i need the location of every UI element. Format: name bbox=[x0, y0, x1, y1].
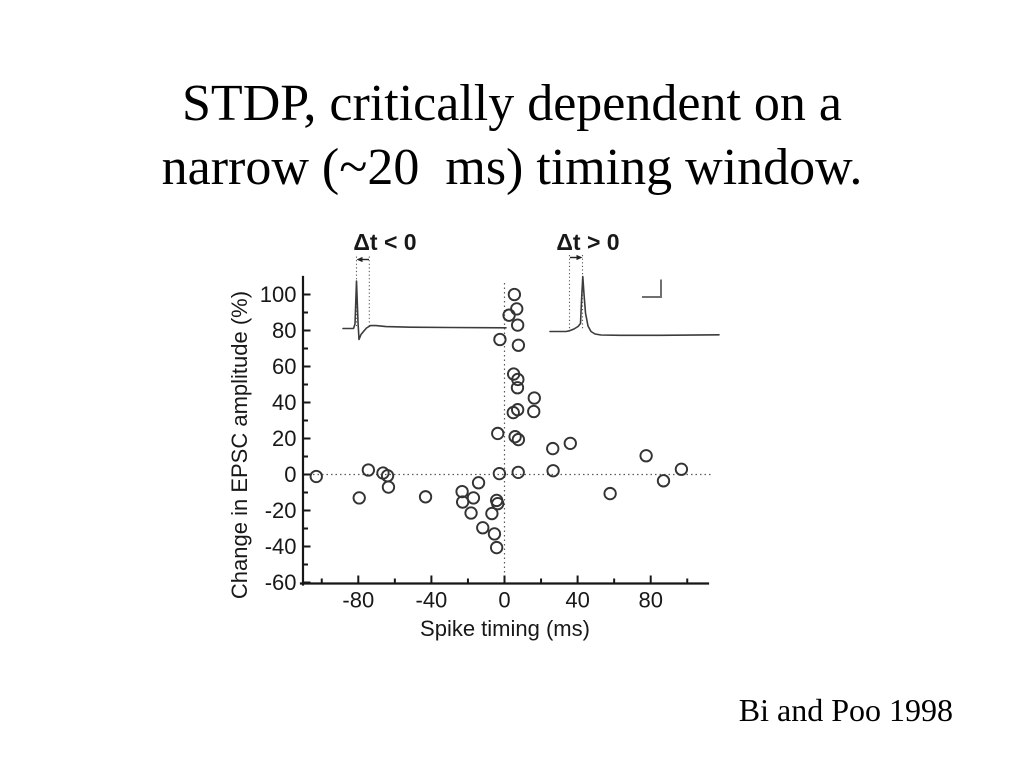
scatter-point bbox=[511, 372, 525, 387]
scatter-point bbox=[656, 474, 671, 488]
scatter-point bbox=[381, 480, 396, 494]
scatter-point bbox=[546, 464, 560, 478]
scatter-point bbox=[511, 318, 525, 332]
scatter-point bbox=[563, 436, 577, 451]
spike-epsp-trace bbox=[342, 280, 507, 341]
scatter-point bbox=[485, 506, 499, 521]
x-tick-label: -80 bbox=[342, 588, 374, 613]
zero-reference-lines bbox=[304, 283, 713, 584]
scatter-point bbox=[511, 338, 526, 352]
dt-negative-label: Δt < 0 bbox=[353, 229, 416, 255]
scatter-point bbox=[492, 466, 507, 481]
scatter-point bbox=[476, 521, 490, 535]
scatter-point bbox=[418, 490, 433, 504]
scatter-point bbox=[527, 391, 541, 405]
slide-title: STDP, critically dependent on a narrow (~… bbox=[0, 72, 1024, 200]
y-tick-label: 60 bbox=[272, 354, 296, 379]
scatter-point bbox=[466, 491, 481, 505]
inset-dt-positive: Δt > 0 bbox=[549, 229, 720, 337]
axis-titles: Spike timing (ms) Change in EPSC amplitud… bbox=[227, 291, 590, 641]
scatter-point bbox=[493, 332, 507, 347]
y-tick-label: -60 bbox=[265, 570, 297, 595]
y-tick-label: 20 bbox=[272, 426, 296, 451]
scatter-point bbox=[510, 381, 525, 395]
y-tick-label: 80 bbox=[272, 318, 296, 343]
scatter-points bbox=[309, 287, 689, 555]
scatter-point bbox=[491, 497, 505, 511]
scatter-point bbox=[506, 405, 520, 420]
x-tick-label: 0 bbox=[498, 588, 510, 613]
scatter-point bbox=[511, 432, 526, 447]
scatter-point bbox=[674, 462, 689, 476]
scatter-point bbox=[603, 486, 617, 501]
scatter-point bbox=[511, 465, 525, 479]
x-tick-label: 40 bbox=[565, 588, 589, 613]
inset-dt-negative: Δt < 0 bbox=[342, 229, 507, 341]
y-tick-label: 100 bbox=[260, 282, 297, 307]
x-tick-label: 80 bbox=[638, 588, 662, 613]
scatter-point bbox=[491, 426, 505, 441]
y-axis-title: Change in EPSC amplitude (%) bbox=[227, 291, 252, 599]
scatter-point bbox=[309, 469, 323, 484]
title-line-1: STDP, critically dependent on a bbox=[182, 75, 842, 132]
right-arrowhead-icon bbox=[576, 254, 583, 261]
scale-bar bbox=[642, 279, 662, 298]
scatter-point bbox=[489, 540, 504, 555]
scatter-point bbox=[464, 506, 478, 520]
citation: Bi and Poo 1998 bbox=[738, 692, 953, 728]
y-tick-label: 40 bbox=[272, 390, 296, 415]
scatter-point bbox=[639, 449, 653, 463]
title-line-2: narrow (~20 ms) timing window. bbox=[161, 139, 863, 196]
axes bbox=[299, 275, 710, 586]
scatter-point bbox=[487, 527, 502, 541]
left-arrowhead-icon bbox=[356, 256, 363, 263]
scatter-point bbox=[502, 308, 516, 322]
y-ticks: 100 80 60 40 20 0 -20 -40 -60 bbox=[260, 282, 311, 595]
scatter-point bbox=[361, 463, 376, 477]
scatter-point bbox=[527, 404, 541, 419]
y-tick-label: -40 bbox=[265, 534, 297, 559]
dt-positive-label: Δt > 0 bbox=[556, 229, 619, 255]
epsp-spike-trace bbox=[549, 275, 720, 337]
scatter-point bbox=[352, 491, 366, 505]
scatter-point bbox=[546, 441, 560, 456]
y-tick-label: -20 bbox=[265, 498, 297, 523]
x-axis-title: Spike timing (ms) bbox=[420, 616, 590, 641]
y-tick-label: 0 bbox=[284, 462, 296, 487]
scatter-point bbox=[508, 430, 522, 444]
scatter-point bbox=[507, 287, 522, 302]
scatter-point bbox=[510, 302, 524, 316]
x-ticks: -80 -40 0 40 80 bbox=[320, 575, 689, 613]
x-tick-label: -40 bbox=[416, 588, 448, 613]
scatter-point bbox=[471, 476, 486, 490]
